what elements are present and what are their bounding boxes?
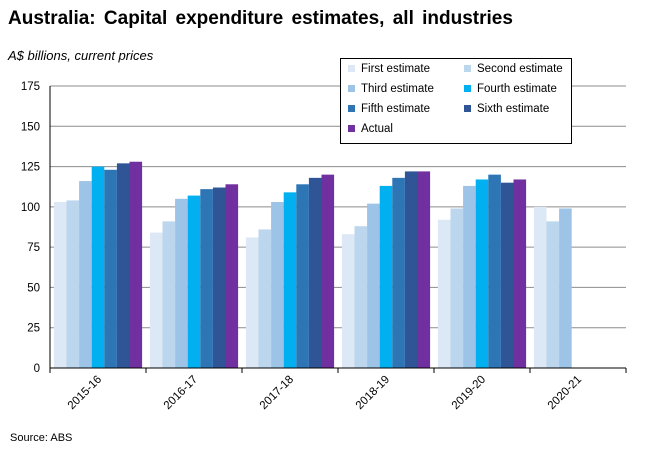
bar-fourth-estimate-2015-16 [91, 166, 105, 368]
legend-swatch [348, 125, 355, 132]
bar-first-estimate-2018-19 [341, 234, 355, 368]
y-tick-label: 150 [21, 121, 40, 133]
bar-actual-2016-17 [225, 184, 239, 368]
legend-swatch [464, 65, 471, 72]
bar-sixth-estimate-2019-20 [500, 182, 514, 368]
legend-swatch [464, 85, 471, 92]
legend-label: Fourth estimate [477, 83, 557, 95]
legend-item: First estimate [348, 63, 430, 75]
bar-fourth-estimate-2016-17 [187, 195, 201, 368]
legend-swatch [348, 85, 355, 92]
y-tick-label: 0 [34, 363, 40, 375]
legend-swatch [348, 105, 355, 112]
bar-third-estimate-2017-18 [271, 202, 284, 368]
bars [53, 161, 572, 368]
legend-swatch [348, 65, 355, 72]
legend-item: Sixth estimate [464, 103, 549, 115]
bar-third-estimate-2015-16 [79, 181, 92, 368]
y-tick-label: 25 [27, 323, 40, 335]
bar-sixth-estimate-2018-19 [404, 171, 418, 368]
y-tick-labels: 0 25 50 75 100 125 150 175 [21, 81, 40, 375]
bar-fourth-estimate-2017-18 [283, 192, 297, 368]
legend-item: Third estimate [348, 83, 434, 95]
y-tick-label: 75 [27, 242, 40, 254]
bar-actual-2017-18 [321, 174, 335, 368]
x-tick-label: 2016-17 [162, 374, 200, 412]
bar-fifth-estimate-2015-16 [104, 169, 117, 368]
bar-actual-2015-16 [129, 161, 143, 368]
legend-label: Actual [361, 123, 393, 135]
bar-first-estimate-2020-21 [533, 206, 547, 368]
bar-sixth-estimate-2015-16 [116, 163, 130, 368]
y-tick-label: 50 [27, 282, 40, 294]
legend-item: Fifth estimate [348, 103, 430, 115]
y-tick-label: 100 [21, 202, 40, 214]
axes [49, 86, 627, 373]
legend-label: Sixth estimate [477, 103, 550, 115]
source-note: Source: ABS [10, 432, 73, 444]
bar-fifth-estimate-2017-18 [296, 184, 309, 368]
legend-item: Second estimate [464, 63, 563, 75]
bar-second-estimate-2018-19 [354, 226, 368, 368]
legend-label: Third estimate [361, 83, 434, 95]
bar-third-estimate-2020-21 [559, 208, 572, 368]
legend-label: Second estimate [477, 63, 563, 75]
legend-label: First estimate [361, 63, 431, 75]
x-tick-label: 2020-21 [546, 374, 584, 412]
bar-fourth-estimate-2019-20 [475, 179, 489, 368]
x-tick-label: 2019-20 [450, 374, 488, 412]
bar-third-estimate-2018-19 [367, 203, 380, 368]
x-tick-label: 2018-19 [354, 374, 392, 412]
y-tick-label: 125 [21, 162, 40, 174]
legend-item: Fourth estimate [464, 83, 557, 95]
bar-third-estimate-2016-17 [175, 198, 188, 368]
y-axis-unit-label: A$ billions, current prices [8, 48, 154, 63]
bar-second-estimate-2016-17 [162, 221, 176, 368]
bar-third-estimate-2019-20 [463, 185, 476, 368]
bar-first-estimate-2019-20 [437, 219, 451, 368]
bar-second-estimate-2017-18 [258, 229, 272, 368]
bar-first-estimate-2015-16 [53, 202, 67, 368]
y-tick-label: 175 [21, 81, 40, 93]
bar-fifth-estimate-2016-17 [200, 189, 213, 368]
bar-actual-2019-20 [513, 179, 527, 368]
x-tick-label: 2015-16 [66, 374, 104, 412]
bar-second-estimate-2015-16 [66, 200, 80, 368]
bar-fifth-estimate-2019-20 [488, 174, 501, 368]
legend: First estimate Second estimate Third estim… [340, 58, 572, 144]
bar-first-estimate-2016-17 [149, 232, 163, 368]
x-tick-label: 2017-18 [258, 374, 296, 412]
bar-actual-2018-19 [417, 171, 431, 368]
legend-label: Fifth estimate [361, 103, 431, 115]
x-tick-labels: 2015-16 2016-17 2017-18 2018-19 2019-20 2020-… [66, 374, 584, 412]
bar-fifth-estimate-2018-19 [392, 177, 405, 368]
bar-second-estimate-2020-21 [546, 221, 560, 368]
bar-sixth-estimate-2017-18 [308, 177, 322, 368]
bar-second-estimate-2019-20 [450, 208, 464, 368]
legend-item: Actual [348, 123, 393, 135]
bar-sixth-estimate-2016-17 [212, 187, 226, 368]
legend-swatch [464, 105, 471, 112]
chart-title: Australia: Capital expenditure estimates… [8, 8, 513, 29]
bar-fourth-estimate-2018-19 [379, 185, 393, 368]
bar-first-estimate-2017-18 [245, 237, 259, 368]
